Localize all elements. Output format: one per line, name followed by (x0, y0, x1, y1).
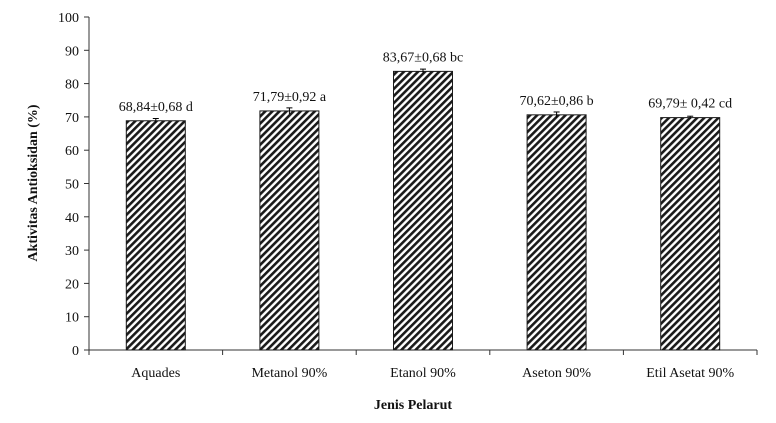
data-label-0: 68,84±0,68 d (119, 100, 193, 115)
y-tick-label-5: 50 (65, 178, 79, 193)
data-label-3: 70,62±0,86 b (520, 94, 594, 109)
x-tick-label-4: Etil Asetat 90% (646, 366, 734, 381)
y-tick-label-9: 90 (65, 44, 79, 59)
y-axis-title: Aktivitas Antioksidan (%) (26, 104, 41, 261)
y-tick-label-6: 60 (65, 144, 79, 159)
y-tick-label-1: 10 (65, 311, 79, 326)
data-label-4: 69,79± 0,42 cd (648, 97, 732, 112)
y-tick-label-0: 0 (72, 344, 79, 359)
y-tick-label-2: 20 (65, 277, 79, 292)
x-axis-title: Jenis Pelarut (374, 398, 452, 413)
x-tick-label-3: Aseton 90% (522, 366, 591, 381)
bar-2 (393, 70, 453, 351)
bar-3 (526, 114, 587, 351)
x-tick-label-1: Metanol 90% (251, 366, 327, 381)
x-tick-label-2: Etanol 90% (390, 366, 456, 381)
y-tick-label-4: 40 (65, 211, 79, 226)
y-tick-label-10: 100 (58, 11, 79, 26)
data-label-2: 83,67±0,68 bc (383, 50, 463, 65)
x-tick-label-0: Aquades (131, 366, 180, 381)
plot-area: 0 10 20 30 40 50 60 70 80 90 100 68,84±0,68 d Aquade… (58, 11, 758, 381)
bar-0 (125, 120, 186, 351)
y-tick-label-3: 30 (65, 244, 79, 259)
bar-1 (259, 110, 320, 351)
y-tick-label-7: 70 (65, 111, 79, 126)
data-label-1: 71,79±0,92 a (253, 90, 327, 105)
y-tick-label-8: 80 (65, 78, 79, 93)
bar-4 (660, 117, 721, 351)
